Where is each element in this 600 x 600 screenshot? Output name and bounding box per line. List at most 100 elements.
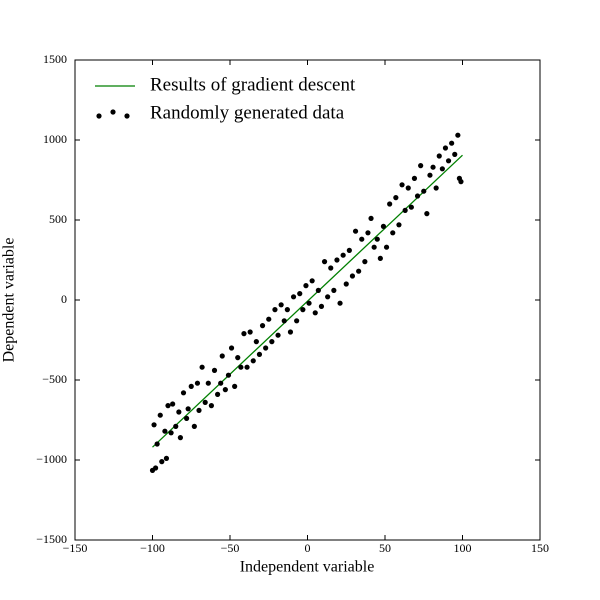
data-point bbox=[196, 407, 202, 413]
data-point bbox=[362, 259, 368, 265]
data-point bbox=[297, 291, 303, 297]
data-point bbox=[318, 303, 325, 309]
data-point bbox=[343, 281, 349, 287]
data-point bbox=[458, 179, 464, 185]
data-point bbox=[449, 140, 455, 146]
data-point bbox=[452, 151, 458, 157]
data-point bbox=[414, 193, 421, 199]
data-point bbox=[312, 310, 318, 316]
x-tick-label: 100 bbox=[454, 541, 472, 555]
data-point bbox=[439, 166, 445, 172]
data-point bbox=[232, 383, 238, 389]
y-tick-label: −500 bbox=[42, 372, 67, 386]
data-point bbox=[433, 185, 439, 191]
data-point bbox=[281, 318, 287, 324]
data-point bbox=[340, 252, 346, 258]
data-point bbox=[284, 307, 290, 313]
legend-swatch bbox=[124, 113, 130, 119]
data-point bbox=[211, 367, 218, 373]
y-tick-label: −1000 bbox=[36, 452, 67, 466]
data-point bbox=[365, 230, 371, 236]
x-axis-label: Independent variable bbox=[240, 559, 375, 576]
data-point bbox=[151, 422, 157, 428]
data-point bbox=[266, 316, 272, 322]
data-point bbox=[287, 329, 294, 335]
x-tick-label: 0 bbox=[305, 541, 311, 555]
data-point bbox=[421, 188, 427, 194]
data-point bbox=[247, 329, 253, 335]
data-point bbox=[225, 372, 232, 378]
data-point bbox=[228, 345, 235, 351]
data-point bbox=[250, 358, 256, 364]
data-point bbox=[162, 428, 168, 434]
data-point bbox=[173, 423, 179, 429]
plot-frame bbox=[74, 59, 541, 541]
data-point bbox=[219, 353, 225, 359]
data-point bbox=[191, 423, 197, 429]
data-point bbox=[331, 287, 337, 293]
data-point bbox=[177, 435, 183, 441]
legend-swatch bbox=[110, 109, 116, 115]
data-point bbox=[371, 244, 377, 250]
x-tick-label: −150 bbox=[63, 541, 88, 555]
y-tick-label: 500 bbox=[49, 212, 67, 226]
data-point bbox=[194, 380, 201, 386]
x-tick-label: −50 bbox=[221, 541, 240, 555]
data-point bbox=[208, 403, 214, 409]
data-point bbox=[235, 355, 241, 361]
data-point bbox=[430, 164, 436, 170]
y-axis-label: Dependent variable bbox=[1, 238, 18, 363]
data-point bbox=[442, 145, 449, 151]
data-point bbox=[356, 268, 362, 274]
data-point bbox=[165, 403, 171, 409]
data-point bbox=[300, 307, 306, 313]
data-point bbox=[368, 215, 374, 221]
data-point bbox=[202, 399, 208, 405]
data-point bbox=[244, 364, 250, 370]
data-point bbox=[334, 257, 340, 263]
data-point bbox=[374, 236, 380, 242]
data-point bbox=[275, 332, 281, 338]
data-point bbox=[377, 255, 383, 261]
data-point bbox=[222, 387, 228, 393]
data-point bbox=[290, 294, 297, 300]
data-point bbox=[184, 415, 190, 421]
data-point bbox=[263, 345, 269, 351]
legend-label: Randomly generated data bbox=[150, 102, 345, 123]
data-point bbox=[390, 230, 396, 236]
data-point bbox=[278, 302, 284, 308]
data-point bbox=[346, 247, 352, 253]
data-point bbox=[427, 172, 433, 178]
x-tick-label: −100 bbox=[140, 541, 165, 555]
data-point bbox=[424, 211, 430, 217]
data-point bbox=[436, 153, 442, 159]
data-point bbox=[199, 364, 205, 370]
x-tick-label: 50 bbox=[379, 541, 391, 555]
x-tick-label: 150 bbox=[531, 541, 549, 555]
data-point bbox=[306, 300, 312, 306]
data-point bbox=[205, 380, 211, 386]
data-point bbox=[269, 339, 275, 345]
data-point bbox=[396, 222, 402, 228]
data-point bbox=[303, 283, 309, 289]
legend-swatch bbox=[96, 113, 102, 119]
data-point bbox=[328, 265, 334, 271]
data-point bbox=[272, 307, 278, 313]
data-point bbox=[408, 204, 414, 210]
data-point bbox=[188, 383, 194, 389]
data-point bbox=[168, 430, 174, 436]
data-point bbox=[153, 465, 159, 471]
data-point bbox=[402, 207, 408, 213]
data-point bbox=[445, 158, 452, 164]
data-point bbox=[383, 244, 390, 250]
legend-label: Results of gradient descent bbox=[150, 74, 356, 95]
data-point bbox=[387, 201, 393, 207]
data-point bbox=[241, 331, 247, 337]
y-tick-label: −1500 bbox=[36, 532, 67, 546]
data-point bbox=[154, 441, 160, 447]
data-point bbox=[349, 273, 356, 279]
data-point bbox=[418, 163, 424, 169]
data-point bbox=[238, 364, 244, 370]
